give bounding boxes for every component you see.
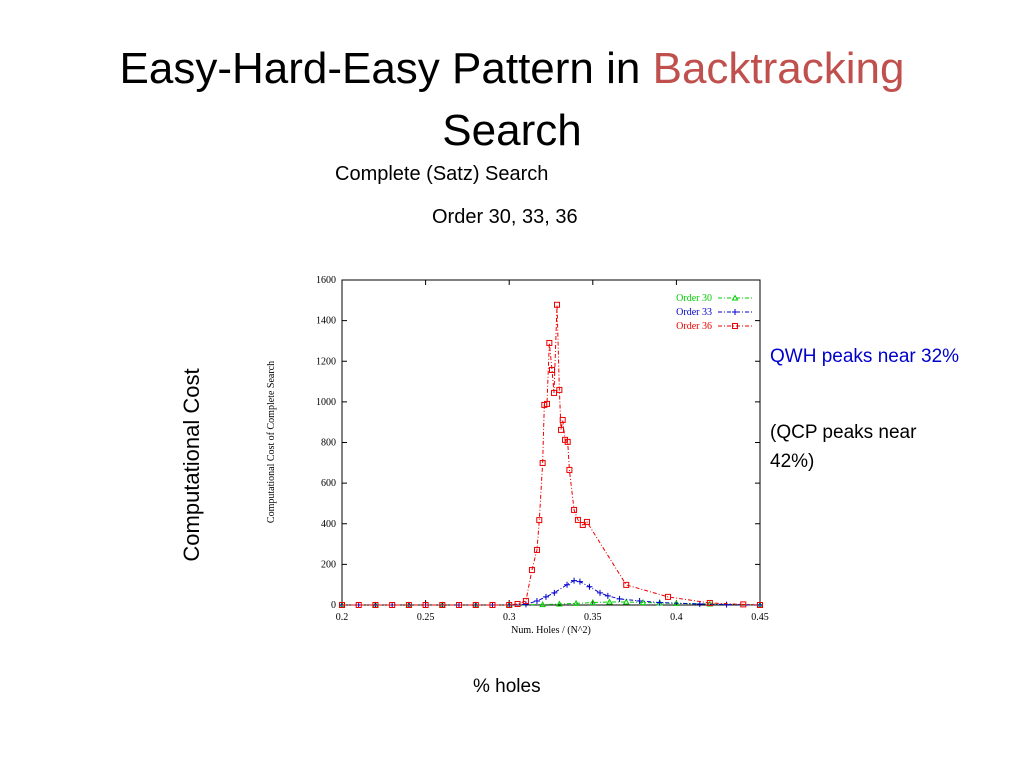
point [405, 602, 412, 608]
point [472, 602, 479, 608]
side-label: Computational Cost [179, 368, 204, 562]
point [551, 589, 558, 596]
point [636, 597, 643, 604]
point [536, 517, 543, 524]
point [339, 602, 345, 608]
y-tick-label: 1600 [316, 275, 336, 286]
point [551, 389, 558, 396]
y-tick-label: 1000 [316, 397, 336, 408]
title-highlight: Backtracking [652, 44, 905, 93]
series-line [342, 601, 761, 606]
y-tick-label: 400 [321, 519, 336, 530]
y-axis-title: Computational Cost of Complete Search [266, 361, 277, 523]
point [533, 597, 540, 604]
legend-marker [732, 323, 738, 329]
x-tick-label: 0.35 [584, 612, 602, 623]
slide-title: Easy-Hard-Easy Pattern in Backtracking S… [0, 38, 1024, 162]
point [622, 598, 630, 605]
point [576, 578, 583, 585]
x-tick-label: 0.4 [670, 612, 683, 623]
title-text: Easy-Hard-Easy Pattern in [119, 44, 641, 93]
point [564, 438, 571, 445]
point [528, 567, 535, 574]
point [639, 599, 647, 606]
legend-marker [732, 309, 738, 315]
point [757, 602, 763, 608]
point [559, 416, 566, 423]
point [554, 301, 561, 308]
point [665, 593, 672, 600]
y-tick-label: 1400 [316, 316, 336, 327]
point [533, 546, 540, 553]
point [546, 339, 553, 346]
y-tick-label: 800 [321, 438, 336, 449]
point [572, 599, 580, 606]
point [422, 602, 429, 608]
x-tick-label: 0.3 [503, 612, 515, 623]
legend-label: Order 30 [676, 293, 712, 304]
point [556, 600, 563, 607]
y-tick-label: 1200 [316, 356, 336, 367]
x-tick-label: 0.25 [417, 612, 435, 623]
point [706, 599, 713, 606]
point [579, 521, 586, 528]
subtitle: Complete (Satz) Search [335, 163, 549, 185]
point [489, 602, 496, 608]
point [556, 386, 563, 393]
point [389, 602, 396, 608]
chart: Computational Cost of Complete Search Nu… [266, 275, 769, 636]
legend-label: Order 33 [676, 307, 712, 318]
point [558, 426, 565, 433]
point [740, 601, 747, 608]
y-tick-label: 600 [321, 478, 336, 489]
point [571, 577, 578, 584]
y-tick-label: 200 [321, 559, 336, 570]
x-tick-label: 0.2 [336, 612, 349, 623]
point [439, 602, 446, 608]
point [543, 400, 550, 407]
legend-label: Order 36 [676, 321, 712, 332]
point [596, 589, 603, 596]
point [616, 595, 623, 602]
series-line [342, 304, 761, 606]
x-tick-label: 0.45 [751, 612, 769, 623]
y-tick-label: 0 [331, 600, 336, 611]
point [514, 600, 521, 607]
point [522, 597, 529, 604]
x-axis-title: Num. Holes / (N^2) [511, 625, 591, 636]
note: QWH peaks near 32% [770, 346, 960, 367]
point [706, 600, 714, 607]
orders-label: Order 30, 33, 36 [432, 206, 578, 228]
point [539, 460, 546, 467]
point [583, 518, 590, 525]
point [586, 583, 593, 590]
bottom-label: % holes [473, 676, 541, 697]
note: (QCP peaks near 42%) [770, 422, 917, 472]
point [566, 466, 573, 473]
point [549, 366, 556, 373]
point [656, 599, 663, 606]
point [606, 598, 613, 605]
point [539, 601, 546, 608]
point [372, 602, 379, 608]
point [723, 601, 730, 608]
point [564, 581, 571, 588]
point [522, 601, 529, 608]
legend-marker [731, 294, 739, 301]
point [589, 599, 597, 606]
point [542, 593, 549, 600]
title-text: Search [442, 106, 582, 155]
point [623, 581, 630, 588]
point [355, 602, 362, 608]
point [604, 592, 611, 599]
point [574, 516, 581, 523]
point [506, 602, 513, 608]
point [571, 506, 578, 513]
point [456, 602, 463, 608]
